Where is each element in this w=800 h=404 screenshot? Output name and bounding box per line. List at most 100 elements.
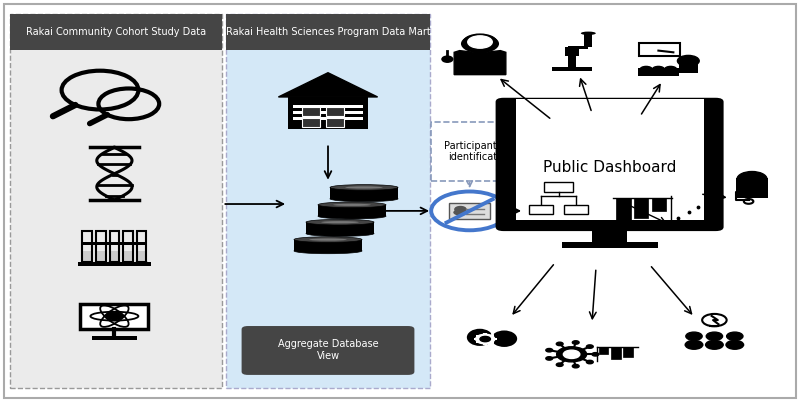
Circle shape: [556, 363, 563, 366]
Text: Participant de-
identification: Participant de- identification: [444, 141, 516, 162]
Ellipse shape: [346, 186, 382, 189]
Bar: [616, 198, 630, 224]
Bar: [638, 68, 679, 76]
Bar: [92, 336, 137, 340]
Bar: [598, 347, 608, 354]
Ellipse shape: [442, 55, 454, 63]
Bar: [318, 205, 386, 216]
Bar: [678, 60, 698, 73]
Bar: [611, 347, 621, 359]
Ellipse shape: [294, 248, 362, 254]
Bar: [490, 335, 494, 337]
Bar: [449, 203, 490, 219]
Bar: [326, 118, 344, 127]
Circle shape: [463, 34, 497, 51]
FancyBboxPatch shape: [10, 14, 222, 388]
FancyBboxPatch shape: [4, 4, 796, 398]
Bar: [564, 205, 588, 214]
Bar: [490, 341, 494, 343]
Bar: [83, 251, 91, 262]
Bar: [110, 231, 119, 262]
Bar: [80, 304, 148, 329]
Text: Aggregate Database
View: Aggregate Database View: [278, 339, 378, 361]
Ellipse shape: [581, 32, 596, 35]
Text: Rakai Health Sciences Program Data Mart: Rakai Health Sciences Program Data Mart: [226, 27, 430, 37]
Bar: [736, 178, 768, 198]
Ellipse shape: [294, 237, 362, 242]
Bar: [110, 251, 118, 262]
Bar: [493, 338, 497, 340]
Circle shape: [476, 334, 494, 344]
Bar: [326, 107, 344, 116]
Bar: [651, 198, 666, 211]
Circle shape: [706, 332, 722, 340]
Bar: [123, 231, 133, 262]
Ellipse shape: [726, 340, 744, 350]
Bar: [82, 231, 92, 262]
Bar: [78, 263, 151, 267]
Bar: [288, 97, 368, 129]
Ellipse shape: [322, 221, 358, 223]
Ellipse shape: [310, 238, 346, 241]
Ellipse shape: [306, 231, 374, 236]
FancyBboxPatch shape: [431, 122, 530, 181]
Circle shape: [737, 172, 767, 187]
Ellipse shape: [330, 185, 398, 190]
Circle shape: [468, 36, 492, 48]
Bar: [330, 187, 398, 199]
Bar: [568, 47, 576, 67]
Bar: [294, 240, 362, 251]
Circle shape: [556, 342, 563, 345]
Bar: [302, 118, 320, 127]
Circle shape: [586, 345, 594, 348]
FancyBboxPatch shape: [10, 14, 222, 50]
Bar: [97, 251, 105, 262]
Polygon shape: [278, 73, 378, 97]
Bar: [477, 341, 481, 343]
Bar: [96, 231, 106, 262]
Circle shape: [640, 66, 652, 73]
Circle shape: [592, 353, 599, 356]
Circle shape: [572, 341, 579, 344]
Bar: [562, 242, 658, 248]
Circle shape: [678, 55, 699, 66]
Ellipse shape: [705, 340, 724, 350]
Bar: [483, 333, 487, 335]
Circle shape: [546, 357, 553, 360]
Bar: [483, 343, 487, 345]
Bar: [137, 231, 146, 262]
Ellipse shape: [467, 329, 493, 346]
Ellipse shape: [334, 204, 370, 206]
Circle shape: [557, 347, 586, 362]
FancyBboxPatch shape: [496, 98, 724, 231]
Ellipse shape: [330, 196, 398, 202]
Bar: [302, 107, 320, 116]
Ellipse shape: [461, 34, 499, 53]
Bar: [592, 226, 627, 242]
Bar: [293, 117, 363, 120]
Bar: [293, 105, 363, 108]
Circle shape: [586, 360, 594, 364]
Bar: [477, 335, 481, 337]
Bar: [293, 111, 363, 114]
Bar: [529, 205, 553, 214]
Bar: [639, 43, 680, 57]
FancyBboxPatch shape: [242, 326, 414, 375]
Ellipse shape: [454, 209, 468, 216]
Ellipse shape: [318, 213, 386, 219]
Ellipse shape: [306, 219, 374, 225]
Bar: [82, 242, 146, 245]
Ellipse shape: [318, 202, 386, 208]
Ellipse shape: [491, 330, 517, 347]
Bar: [306, 222, 374, 234]
Bar: [584, 34, 592, 47]
Bar: [565, 47, 579, 56]
Bar: [474, 338, 478, 340]
Bar: [552, 67, 593, 72]
Bar: [634, 198, 648, 218]
Bar: [138, 251, 146, 262]
Bar: [124, 251, 132, 262]
Bar: [623, 347, 633, 357]
Circle shape: [563, 350, 580, 358]
Circle shape: [686, 332, 702, 340]
